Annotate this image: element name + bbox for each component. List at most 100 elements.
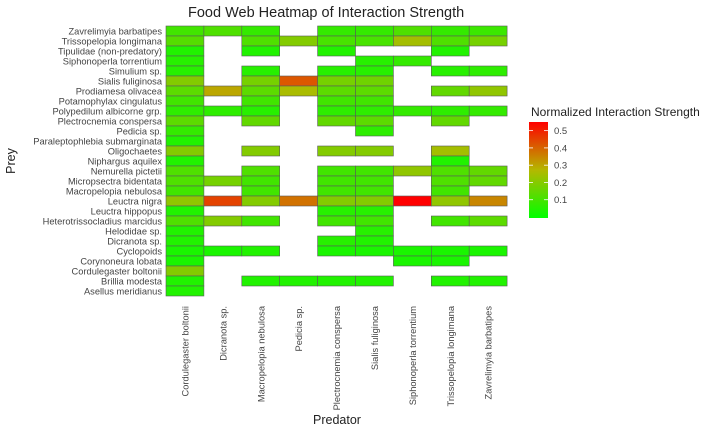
heatmap-cell bbox=[355, 145, 394, 157]
heatmap-cell bbox=[317, 65, 356, 77]
heatmap-cell bbox=[203, 85, 243, 97]
x-tick-labels: Cordulegaster boltonii Dicranota sp. Macro… bbox=[180, 305, 493, 410]
heatmap-cell bbox=[430, 25, 470, 37]
legend-tick-label: 0.3 bbox=[554, 161, 567, 172]
heatmap-cell bbox=[165, 95, 205, 107]
heatmap-cell bbox=[430, 115, 470, 127]
heatmap-cell bbox=[203, 215, 243, 227]
heatmap-cell bbox=[317, 245, 356, 257]
y-tick-label: Zavrelimyia barbatipes bbox=[68, 26, 162, 36]
heatmap-cell bbox=[165, 145, 205, 157]
heatmap-cell bbox=[241, 35, 281, 47]
heatmap-cells bbox=[165, 25, 508, 297]
heatmap-cell bbox=[468, 65, 508, 77]
heatmap-cell bbox=[393, 165, 432, 177]
heatmap-cell bbox=[317, 45, 356, 57]
heatmap-cell bbox=[279, 35, 318, 47]
y-tick-label: Asellus meridianus bbox=[84, 286, 162, 296]
y-tick-label: Dicranota sp. bbox=[107, 236, 162, 246]
heatmap-cell bbox=[355, 75, 394, 87]
heatmap-cell bbox=[430, 35, 470, 47]
heatmap-cell bbox=[355, 65, 394, 77]
heatmap-cell bbox=[165, 155, 205, 167]
x-tick-label: Zavrelimyia barbatipes bbox=[484, 306, 494, 400]
heatmap-cell bbox=[203, 195, 243, 207]
heatmap-cell bbox=[203, 25, 243, 37]
x-tick-label: Siphonoperla torrentium bbox=[408, 306, 418, 405]
heatmap-cell bbox=[241, 175, 281, 187]
heatmap-cell bbox=[393, 255, 432, 267]
heatmap-cell bbox=[393, 195, 432, 207]
heatmap-cell bbox=[393, 55, 432, 67]
y-tick-label: Paraleptophlebia submarginata bbox=[33, 136, 163, 146]
y-tick-label: Leuctra hippopus bbox=[91, 206, 163, 216]
heatmap-cell bbox=[468, 195, 508, 207]
heatmap-cell bbox=[355, 215, 394, 227]
heatmap-cell bbox=[279, 275, 318, 287]
heatmap-cell bbox=[165, 235, 205, 247]
heatmap-cell bbox=[165, 175, 205, 187]
y-tick-label: Plectrocnemia conspersa bbox=[58, 116, 163, 126]
heatmap-cell bbox=[203, 245, 243, 257]
heatmap-cell bbox=[165, 225, 205, 237]
heatmap-cell bbox=[393, 25, 432, 37]
heatmap-cell bbox=[430, 275, 470, 287]
heatmap-cell bbox=[468, 85, 508, 97]
heatmap-cell bbox=[317, 195, 356, 207]
heatmap-cell bbox=[355, 245, 394, 257]
heatmap-cell bbox=[430, 245, 470, 257]
heatmap-cell bbox=[165, 105, 205, 117]
heatmap-cell bbox=[317, 95, 356, 107]
y-tick-label: Micropsectra bidentata bbox=[68, 176, 163, 186]
chart-title: Food Web Heatmap of Interaction Strength bbox=[188, 5, 464, 21]
heatmap-cell bbox=[317, 105, 356, 117]
heatmap-cell bbox=[355, 205, 394, 217]
heatmap-cell bbox=[241, 195, 281, 207]
heatmap-cell bbox=[317, 165, 356, 177]
heatmap-cell bbox=[355, 115, 394, 127]
heatmap-cell bbox=[355, 95, 394, 107]
heatmap-cell bbox=[468, 25, 508, 37]
heatmap-cell bbox=[165, 285, 205, 297]
heatmap-cell bbox=[241, 75, 281, 87]
heatmap-cell bbox=[279, 85, 318, 97]
heatmap-cell bbox=[241, 165, 281, 177]
heatmap-cell bbox=[430, 105, 470, 117]
heatmap-cell bbox=[241, 275, 281, 287]
heatmap-cell bbox=[165, 185, 205, 197]
heatmap-cell bbox=[165, 85, 205, 97]
heatmap-cell bbox=[355, 35, 394, 47]
heatmap-cell bbox=[468, 175, 508, 187]
heatmap-cell bbox=[317, 115, 356, 127]
heatmap-cell bbox=[241, 45, 281, 57]
heatmap-cell bbox=[165, 125, 205, 137]
heatmap-cell bbox=[279, 195, 318, 207]
heatmap-cell bbox=[468, 275, 508, 287]
heatmap-cell bbox=[165, 195, 205, 207]
heatmap-cell bbox=[241, 105, 281, 117]
y-tick-label: Cordulegaster boltonii bbox=[72, 266, 162, 276]
heatmap-cell bbox=[355, 185, 394, 197]
heatmap-cell bbox=[165, 245, 205, 257]
y-tick-label: Polypedilum albicorne grp. bbox=[52, 106, 162, 116]
heatmap-cell bbox=[355, 225, 394, 237]
legend-tick-label: 0.4 bbox=[554, 143, 567, 154]
heatmap-cell bbox=[317, 235, 356, 247]
heatmap-cell bbox=[165, 215, 205, 227]
heatmap-cell bbox=[355, 25, 394, 37]
heatmap-cell bbox=[165, 265, 205, 277]
y-tick-label: Niphargus aquilex bbox=[88, 156, 163, 166]
y-tick-label: Trissopelopia longimana bbox=[62, 36, 163, 46]
heatmap-cell bbox=[317, 25, 356, 37]
y-tick-label: Cyclopoids bbox=[117, 246, 163, 256]
heatmap-cell bbox=[430, 175, 470, 187]
legend-tick-label: 0.1 bbox=[554, 195, 567, 206]
heatmap-cell bbox=[317, 75, 356, 87]
heatmap-cell bbox=[355, 235, 394, 247]
heatmap-cell bbox=[393, 245, 432, 257]
legend-tick-label: 0.5 bbox=[554, 126, 567, 137]
heatmap-cell bbox=[355, 275, 394, 287]
heatmap-cell bbox=[165, 135, 205, 147]
